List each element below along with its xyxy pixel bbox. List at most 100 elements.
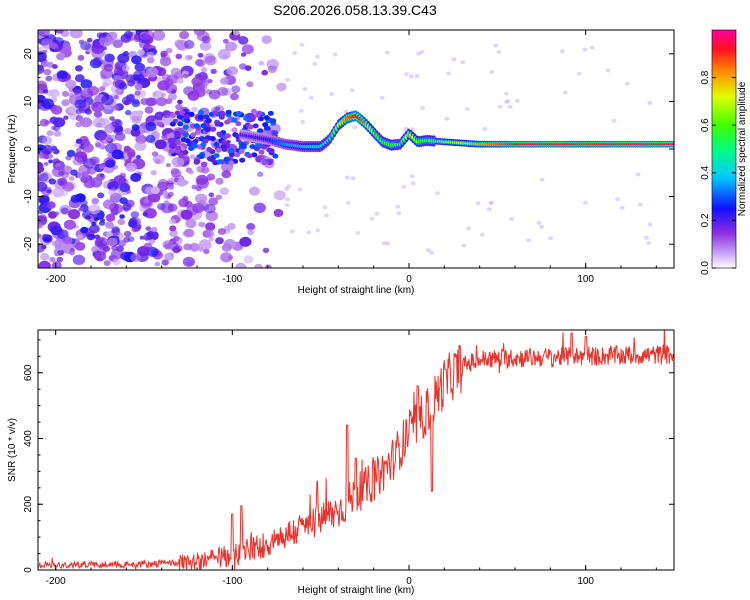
spectrogram-y-tick-label: 20 [23,48,34,60]
spectrogram-noise-cell [99,133,112,144]
spectrogram-noise-cell [350,176,356,181]
spectrogram-cluster-cell [198,109,204,115]
spectrogram-noise-cell [196,59,206,68]
spectrogram-noise-cell [221,170,232,179]
spectrogram-x-tick-label: 100 [577,274,594,285]
spectrogram-noise-cell [46,153,54,159]
spectrogram-noise-cell [150,170,157,176]
spectrogram-noise-cell [215,177,224,185]
spectrogram-cluster-cell [266,147,273,153]
spectrogram-noise-cell [615,197,620,202]
spectrogram-noise-cell [246,81,254,88]
spectrogram-noise-cell [466,226,472,231]
spectrogram-noise-cell [100,74,107,80]
spectrogram-noise-cell [444,116,450,121]
spectrogram-cluster-cell [190,132,197,138]
spectrogram-noise-cell [526,238,532,243]
spectrogram-noise-cell [539,177,545,182]
spectrogram-noise-cell [137,49,145,56]
spectrogram-noise-cell [635,172,641,177]
spectrogram-cluster-cell [243,115,249,121]
spectrogram-cluster-cell [168,148,175,154]
spectrogram-noise-cell [123,145,131,152]
spectrogram-noise-cell [168,93,177,101]
spectrogram-noise-cell [89,224,100,234]
spectrogram-noise-cell [161,259,169,266]
spectrogram-noise-cell [145,134,156,143]
spectrogram-noise-cell [49,256,56,263]
spectrogram-noise-cell [46,189,52,194]
spectrogram-noise-cell [98,220,106,226]
spectrogram-noise-cell [479,232,485,237]
spectrogram-noise-cell [302,87,308,91]
spectrogram-noise-cell [67,209,81,220]
spectrogram-cluster-cell [200,123,207,129]
spectrogram-noise-cell [220,77,229,85]
spectrogram-noise-cell [261,69,269,76]
spectrogram-noise-cell [298,108,304,113]
spectrogram-noise-cell [381,241,387,246]
spectrogram-noise-cell [152,30,166,41]
spectrogram-noise-cell [624,81,630,86]
spectrogram-noise-cell [214,106,221,112]
spectrogram-y-tick-label: 10 [23,95,34,107]
spectrogram-noise-cell [101,65,107,70]
spectrogram-cluster-cell [170,113,177,118]
spectrogram-ridge-cell [671,143,674,146]
spectrogram-noise-cell [179,30,190,40]
spectrogram-noise-cell [144,106,154,114]
spectrogram-noise-cell [117,218,125,226]
spectrogram-noise-cell [131,116,142,124]
spectrogram-noise-cell [410,181,416,186]
spectrogram-noise-cell [145,226,152,232]
spectrogram-noise-cell [322,205,328,210]
spectrogram-noise-cell [41,98,54,110]
spectrogram-noise-cell [42,201,51,209]
spectrogram-noise-cell [91,197,100,205]
spectrogram-noise-cell [576,71,582,76]
spectrogram-y-axis-label: Frequency (Hz) [7,115,18,184]
spectrogram-noise-cell [183,86,195,96]
spectrogram-noise-cell [205,222,216,231]
spectrogram-cluster-cell [224,133,231,139]
spectrogram-noise-cell [97,192,105,199]
spectrogram-noise-cell [69,250,75,256]
spectrogram-noise-cell [111,228,121,236]
spectrogram-cluster-cell [229,152,236,158]
spectrogram-noise-cell [145,122,157,132]
spectrogram-noise-cell [92,117,106,128]
spectrogram-noise-cell [238,36,249,45]
spectrogram-noise-cell [435,191,440,196]
spectrogram-noise-cell [87,38,93,43]
spectrogram-cluster-cell [204,127,211,133]
spectrogram-noise-cell [38,222,43,229]
spectrogram-cluster-cell [183,156,190,162]
spectrogram-noise-cell [582,47,588,52]
snr-y-tick-label: 600 [23,364,34,381]
spectrogram-noise-cell [142,211,148,217]
spectrogram-noise-cell [38,30,50,37]
spectrogram-noise-cell [56,256,64,263]
spectrogram-noise-cell [99,36,112,47]
spectrogram-noise-cell [384,50,390,55]
spectrogram-cluster-cell [174,132,181,138]
spectrogram-noise-cell [289,229,295,234]
spectrogram-cluster-cell [252,123,259,129]
spectrogram-noise-cell [200,67,208,73]
spectrogram-noise-cell [217,228,226,235]
spectrogram-noise-cell [104,124,115,134]
spectrogram-noise-cell [509,216,514,221]
spectrogram-noise-cell [91,101,105,113]
spectrogram-noise-cell [41,136,53,145]
spectrogram-noise-cell [75,108,83,115]
spectrogram-noise-cell [102,199,115,210]
spectrogram-x-tick-label: -200 [46,274,66,285]
spectrogram-noise-cell [396,211,402,216]
spectrogram-noise-cell [451,57,457,62]
spectrogram-cluster-cell [228,160,235,166]
spectrogram-noise-cell [112,104,120,111]
spectrogram-noise-cell [486,207,492,212]
spectrogram-noise-cell [56,52,66,61]
colorbar-tick-label: 0.2 [700,213,711,227]
spectrogram-noise-cell [221,243,232,252]
